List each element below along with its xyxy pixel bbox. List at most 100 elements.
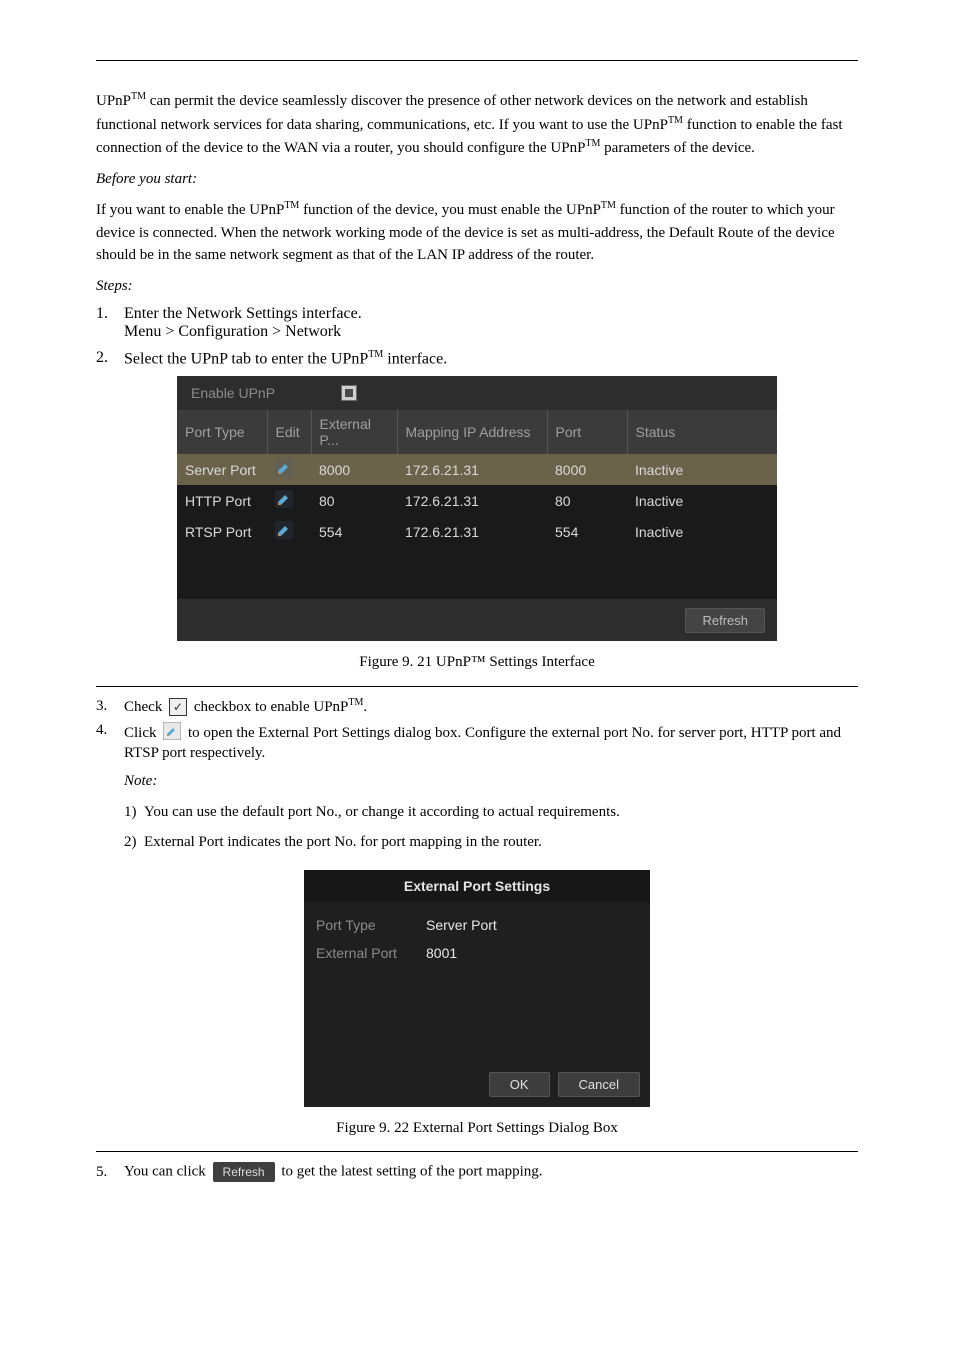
step-3-text: Check ✓ checkbox to enable UPnPTM. xyxy=(124,697,367,717)
step-4: 4. Click to open the External Port Setti… xyxy=(96,722,858,762)
enable-upnp-checkbox[interactable] xyxy=(341,385,357,401)
port-type-label: Port Type xyxy=(316,917,426,933)
step-num-1: 1. xyxy=(96,305,124,341)
cell-status: Inactive xyxy=(627,485,777,516)
external-port-label: External Port xyxy=(316,945,426,961)
step-num-5: 5. xyxy=(96,1164,124,1181)
cell-edit[interactable] xyxy=(267,485,311,516)
checkbox-icon: ✓ xyxy=(169,698,187,716)
text: checkbox to enable UPnP xyxy=(194,699,349,715)
text: UPnP xyxy=(96,93,131,109)
tm-sup: TM xyxy=(131,91,146,102)
text: interface. xyxy=(383,350,447,367)
divider xyxy=(96,1151,858,1152)
port-type-value: Server Port xyxy=(426,917,638,933)
cell-port: 80 xyxy=(547,485,627,516)
cell-port: 554 xyxy=(547,516,627,547)
text: Select the UPnP tab to enter the UPnP xyxy=(124,350,368,367)
step-num-4: 4. xyxy=(96,722,124,739)
figure-9-22-caption: Figure 9. 22 External Port Settings Dial… xyxy=(96,1117,858,1140)
text: If you want to enable the UPnP xyxy=(96,202,284,218)
tm-sup: TM xyxy=(601,200,616,211)
table-row[interactable]: Server Port8000172.6.21.318000Inactive xyxy=(177,454,777,485)
before-heading: Before you start: xyxy=(96,168,858,191)
upnp-footer: Refresh xyxy=(177,599,777,641)
cell-edit[interactable] xyxy=(267,454,311,485)
refresh-button[interactable]: Refresh xyxy=(685,608,765,633)
port-type-row: Port Type Server Port xyxy=(316,912,638,938)
table-row[interactable]: RTSP Port554172.6.21.31554Inactive xyxy=(177,516,777,547)
step-4-text: Click to open the External Port Settings… xyxy=(124,722,858,762)
tm-sup: TM xyxy=(348,697,363,708)
document-page: UPnPTM can permit the device seamlessly … xyxy=(0,0,954,1250)
edit-icon xyxy=(163,722,181,745)
figure-9-21-caption: Figure 9. 21 UPnP™ Settings Interface xyxy=(96,651,858,674)
upnp-settings-panel: Enable UPnP Port Type Edit External P...… xyxy=(177,376,777,641)
step-1-text: Enter the Network Settings interface. Me… xyxy=(124,305,858,341)
before-body: If you want to enable the UPnPTM functio… xyxy=(96,198,858,267)
tm-sup: TM xyxy=(284,200,299,211)
enable-upnp-label: Enable UPnP xyxy=(191,385,341,401)
cell-port: 8000 xyxy=(547,454,627,485)
col-port: Port xyxy=(547,410,627,454)
col-port-type: Port Type xyxy=(177,410,267,454)
intro-paragraph: UPnPTM can permit the device seamlessly … xyxy=(96,89,858,160)
tm-sup: TM xyxy=(585,138,600,149)
note-2: 2) External Port indicates the port No. … xyxy=(96,831,858,854)
checkbox-inner xyxy=(345,389,353,397)
step-1a: Enter the Network Settings interface. xyxy=(124,305,858,323)
cancel-button[interactable]: Cancel xyxy=(558,1072,640,1097)
step-2: 2. Select the UPnP tab to enter the UPnP… xyxy=(96,349,858,368)
dialog-blank xyxy=(316,968,638,1058)
step-2-text: Select the UPnP tab to enter the UPnPTM … xyxy=(124,349,858,368)
cell-status: Inactive xyxy=(627,516,777,547)
cell-status: Inactive xyxy=(627,454,777,485)
cell-external-port: 80 xyxy=(311,485,397,516)
tm-sup: TM xyxy=(368,349,383,360)
cell-port-type: Server Port xyxy=(177,454,267,485)
text: function of the device, you must enable … xyxy=(299,202,601,218)
table-row[interactable]: HTTP Port80172.6.21.3180Inactive xyxy=(177,485,777,516)
step-3: 3. Check ✓ checkbox to enable UPnPTM. xyxy=(96,697,858,717)
text: You can use the default port No., or cha… xyxy=(144,804,620,820)
check-mark-icon: ✓ xyxy=(173,700,183,715)
cell-mapping-ip: 172.6.21.31 xyxy=(397,516,547,547)
table-header-row: Port Type Edit External P... Mapping IP … xyxy=(177,410,777,454)
step-5-text: You can click Refresh to get the latest … xyxy=(124,1162,543,1182)
top-rule xyxy=(96,60,858,61)
tm-sup: TM xyxy=(668,115,683,126)
step-num-2: 2. xyxy=(96,349,124,368)
external-port-value[interactable]: 8001 xyxy=(426,945,638,961)
col-status: Status xyxy=(627,410,777,454)
col-edit: Edit xyxy=(267,410,311,454)
dialog-title: External Port Settings xyxy=(304,870,650,902)
text: to get the latest setting of the port ma… xyxy=(281,1164,542,1180)
text: Click xyxy=(124,725,157,741)
step-num-3: 3. xyxy=(96,698,124,715)
ok-button[interactable]: OK xyxy=(489,1072,550,1097)
text: parameters of the device. xyxy=(600,140,755,156)
cell-external-port: 8000 xyxy=(311,454,397,485)
note-1: 1) You can use the default port No., or … xyxy=(96,801,858,824)
dialog-body: Port Type Server Port External Port 8001 xyxy=(304,902,650,1064)
steps-heading: Steps: xyxy=(96,275,858,298)
text: External Port indicates the port No. for… xyxy=(144,834,542,850)
before-label: Before you start: xyxy=(96,171,197,187)
col-external-port: External P... xyxy=(311,410,397,454)
step-5: 5. You can click Refresh to get the late… xyxy=(96,1162,858,1182)
col-mapping-ip: Mapping IP Address xyxy=(397,410,547,454)
refresh-button-small[interactable]: Refresh xyxy=(213,1162,275,1182)
dialog-footer: OK Cancel xyxy=(304,1064,650,1107)
steps-label: Steps: xyxy=(96,278,133,294)
cell-port-type: RTSP Port xyxy=(177,516,267,547)
step-1: 1. Enter the Network Settings interface.… xyxy=(96,305,858,341)
text: . xyxy=(363,699,367,715)
note-heading: Note: xyxy=(96,770,858,793)
text: Check xyxy=(124,699,162,715)
cell-mapping-ip: 172.6.21.31 xyxy=(397,454,547,485)
text: You can click xyxy=(124,1164,206,1180)
step-1b: Menu > Configuration > Network xyxy=(124,323,858,341)
cell-mapping-ip: 172.6.21.31 xyxy=(397,485,547,516)
cell-edit[interactable] xyxy=(267,516,311,547)
table-blank-area xyxy=(177,547,777,599)
